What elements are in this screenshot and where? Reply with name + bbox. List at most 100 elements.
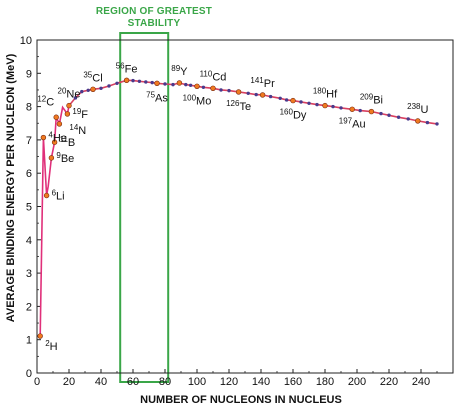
x-tick-label: 160	[284, 376, 302, 388]
y-tick-label: 5	[26, 202, 32, 214]
data-point	[99, 86, 103, 90]
data-point	[278, 96, 282, 100]
data-point	[396, 115, 401, 119]
nuclide-label: 19F	[72, 107, 88, 121]
labeled-nuclide-point	[259, 92, 266, 98]
nuclide-label: 209Bi	[360, 93, 383, 107]
data-point	[80, 89, 84, 94]
y-tick-label: 9	[26, 68, 32, 80]
data-point	[150, 80, 154, 85]
x-tick-label: 0	[34, 376, 40, 388]
y-tick-label: 1	[26, 335, 32, 347]
nuclide-symbol: Cl	[92, 72, 102, 84]
nuclide-label: 75As	[146, 90, 168, 104]
nuclide-symbol: F	[81, 109, 88, 121]
x-axis-title: NUMBER OF NUCLEONS IN NUCLEUS	[140, 394, 342, 406]
nuclide-mass-number: 12	[37, 94, 46, 103]
nuclide-label: 2H	[45, 339, 57, 353]
nuclide-symbol: Li	[56, 191, 65, 203]
nuclide-mass-number: 89	[171, 64, 180, 73]
nuclide-mass-number: 238	[407, 102, 421, 111]
nuclide-label: 89Y	[171, 64, 188, 78]
labeled-nuclide-point	[53, 114, 59, 120]
nuclide-mass-number: 209	[360, 93, 374, 102]
data-point	[201, 85, 206, 89]
labeled-nuclide-point	[194, 83, 200, 89]
nuclide-label: 35Cl	[83, 70, 102, 84]
labeled-nuclide-point	[322, 102, 328, 109]
data-point	[115, 81, 119, 85]
labeled-nuclide-point	[48, 155, 55, 161]
data-point	[435, 122, 439, 126]
nuclide-symbol: Be	[61, 153, 74, 165]
nuclide-label: 4He	[48, 131, 67, 145]
nuclide-mass-number: 9	[56, 151, 61, 160]
nuclide-label: 110Cd	[200, 69, 227, 83]
nuclide-mass-number: 100	[183, 93, 197, 102]
data-point	[246, 91, 250, 95]
y-tick-label: 7	[26, 135, 32, 147]
data-point	[268, 94, 273, 99]
nuclide-mass-number: 197	[339, 116, 353, 125]
labeled-nuclide-point	[37, 333, 43, 339]
data-point	[184, 82, 188, 87]
stability-region-box	[119, 32, 170, 383]
x-tick-label: 20	[63, 376, 75, 388]
data-point	[254, 92, 258, 97]
nuclide-symbol: As	[155, 92, 168, 104]
data-point	[163, 82, 167, 86]
nuclide-symbol: Hf	[326, 89, 338, 101]
x-tick-label: 220	[380, 376, 398, 388]
data-point	[131, 78, 135, 83]
nuclide-symbol: Te	[239, 101, 251, 113]
data-point	[73, 96, 78, 100]
data-point	[86, 88, 90, 92]
nuclide-symbol: C	[46, 96, 54, 108]
data-point	[406, 117, 410, 121]
nuclide-mass-number: 126	[226, 99, 240, 108]
data-point	[227, 88, 231, 93]
nuclide-symbol: Bi	[373, 95, 383, 107]
labeled-nuclide-point	[368, 108, 375, 115]
data-point	[284, 98, 289, 102]
y-tick-label: 2	[26, 301, 32, 313]
labeled-nuclide-point	[235, 89, 242, 95]
nuclide-label: 56Fe	[116, 61, 138, 75]
nuclide-symbol: Pr	[264, 78, 275, 90]
nuclide-mass-number: 160	[280, 108, 294, 117]
data-point	[425, 120, 430, 125]
nuclide-mass-number: 35	[83, 70, 92, 79]
nuclide-symbol: H	[50, 341, 58, 353]
nuclide-label: 11B	[60, 135, 76, 149]
nuclide-label: 100Mo	[183, 93, 212, 107]
nuclide-label: 20Ne	[58, 87, 81, 101]
nuclide-symbol: Au	[352, 118, 365, 130]
data-point	[331, 104, 335, 109]
labeled-nuclide-point	[210, 85, 216, 91]
x-tick-label: 80	[159, 376, 171, 388]
nuclide-label: 141Pr	[250, 76, 275, 90]
x-tick-label: 240	[412, 376, 430, 388]
nuclide-label: 14N	[69, 123, 86, 137]
data-point	[188, 83, 193, 87]
labeled-nuclide-point	[90, 86, 96, 92]
labeled-nuclide-point	[176, 80, 183, 86]
nuclide-mass-number: 75	[146, 90, 155, 99]
data-point	[315, 102, 319, 107]
labeled-nuclide-point	[64, 111, 71, 117]
nuclide-mass-number: 2	[45, 339, 50, 348]
x-tick-label: 200	[348, 376, 366, 388]
y-tick-label: 4	[26, 235, 32, 247]
nuclide-symbol: B	[68, 137, 75, 149]
labeled-nuclide-point	[154, 80, 160, 86]
y-tick-label: 8	[26, 102, 32, 114]
labeled-nuclide-point	[349, 106, 355, 112]
data-point	[107, 84, 111, 88]
data-point	[387, 113, 391, 117]
nuclide-mass-number: 14	[69, 123, 78, 132]
nuclide-symbol: Dy	[293, 110, 307, 122]
x-tick-label: 120	[220, 376, 238, 388]
y-tick-label: 0	[26, 368, 32, 380]
labeled-nuclide-point	[123, 77, 130, 83]
